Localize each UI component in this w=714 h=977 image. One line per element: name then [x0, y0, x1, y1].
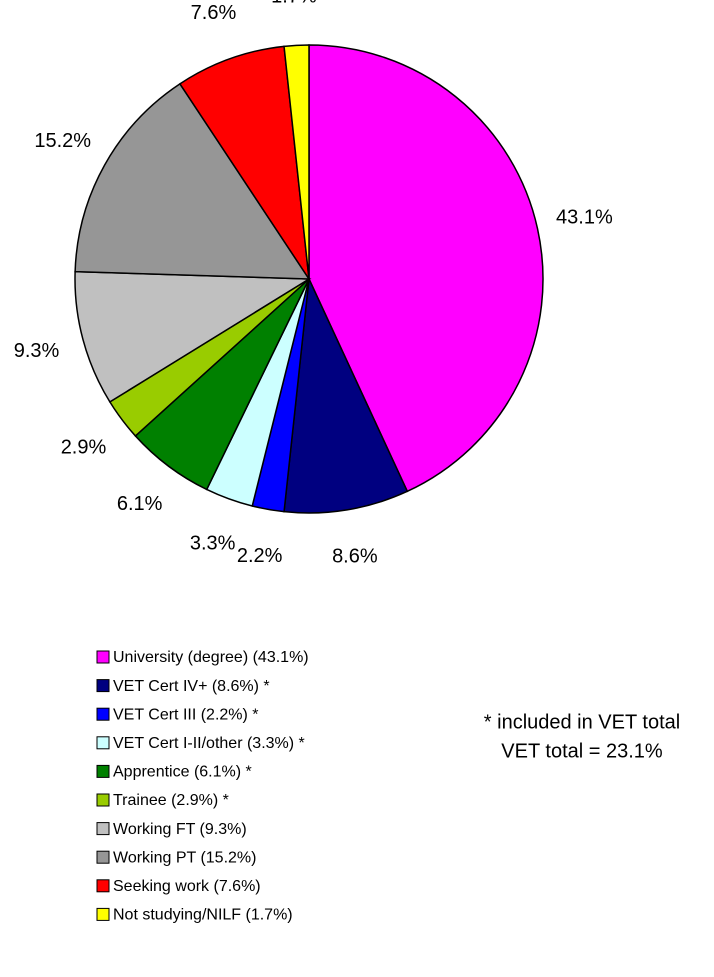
- legend-swatch: [96, 736, 110, 750]
- legend-label: Trainee (2.9%) *: [113, 792, 229, 809]
- legend-swatch: [96, 707, 110, 721]
- legend-swatch: [96, 650, 110, 664]
- data-label: 15.2%: [34, 130, 91, 152]
- pie-slice: [308, 44, 544, 493]
- legend-label: University (degree) (43.1%): [113, 649, 309, 666]
- legend-swatch: [96, 793, 110, 807]
- data-label: 2.2%: [237, 545, 283, 567]
- legend-label: VET Cert I-II/other (3.3%) *: [113, 735, 305, 752]
- legend-label: Not studying/NILF (1.7%): [113, 907, 293, 924]
- legend-swatch: [96, 907, 110, 921]
- legend-label: VET Cert IV+ (8.6%) *: [113, 678, 270, 695]
- pie-slice: [283, 44, 310, 280]
- legend-label: Apprentice (6.1%) *: [113, 764, 252, 781]
- data-label: 2.9%: [61, 437, 107, 459]
- data-label: 6.1%: [117, 493, 163, 515]
- legend-label: Working PT (15.2%): [113, 849, 256, 866]
- data-label: 8.6%: [332, 546, 378, 568]
- data-label: 3.3%: [190, 532, 236, 554]
- legend-swatch: [96, 679, 110, 693]
- pie-slice: [74, 82, 311, 280]
- legend-swatch: [96, 850, 110, 864]
- legend-label: Seeking work (7.6%): [113, 878, 261, 895]
- pie-slice: [178, 45, 310, 280]
- annotation: VET total = 23.1%: [501, 740, 663, 762]
- data-label: 7.6%: [191, 2, 237, 24]
- data-label: 1.7%: [271, 0, 317, 8]
- pie-slice: [283, 276, 409, 514]
- legend-swatch: [96, 764, 110, 778]
- legend-swatch: [96, 879, 110, 893]
- data-label: 43.1%: [556, 207, 613, 229]
- legend-label: Working FT (9.3%): [113, 821, 247, 838]
- legend-label: VET Cert III (2.2%) *: [113, 706, 259, 723]
- data-label: 9.3%: [14, 340, 60, 362]
- pie-slice: [74, 270, 312, 403]
- legend-swatch: [96, 822, 110, 836]
- annotation: * included in VET total: [484, 711, 680, 733]
